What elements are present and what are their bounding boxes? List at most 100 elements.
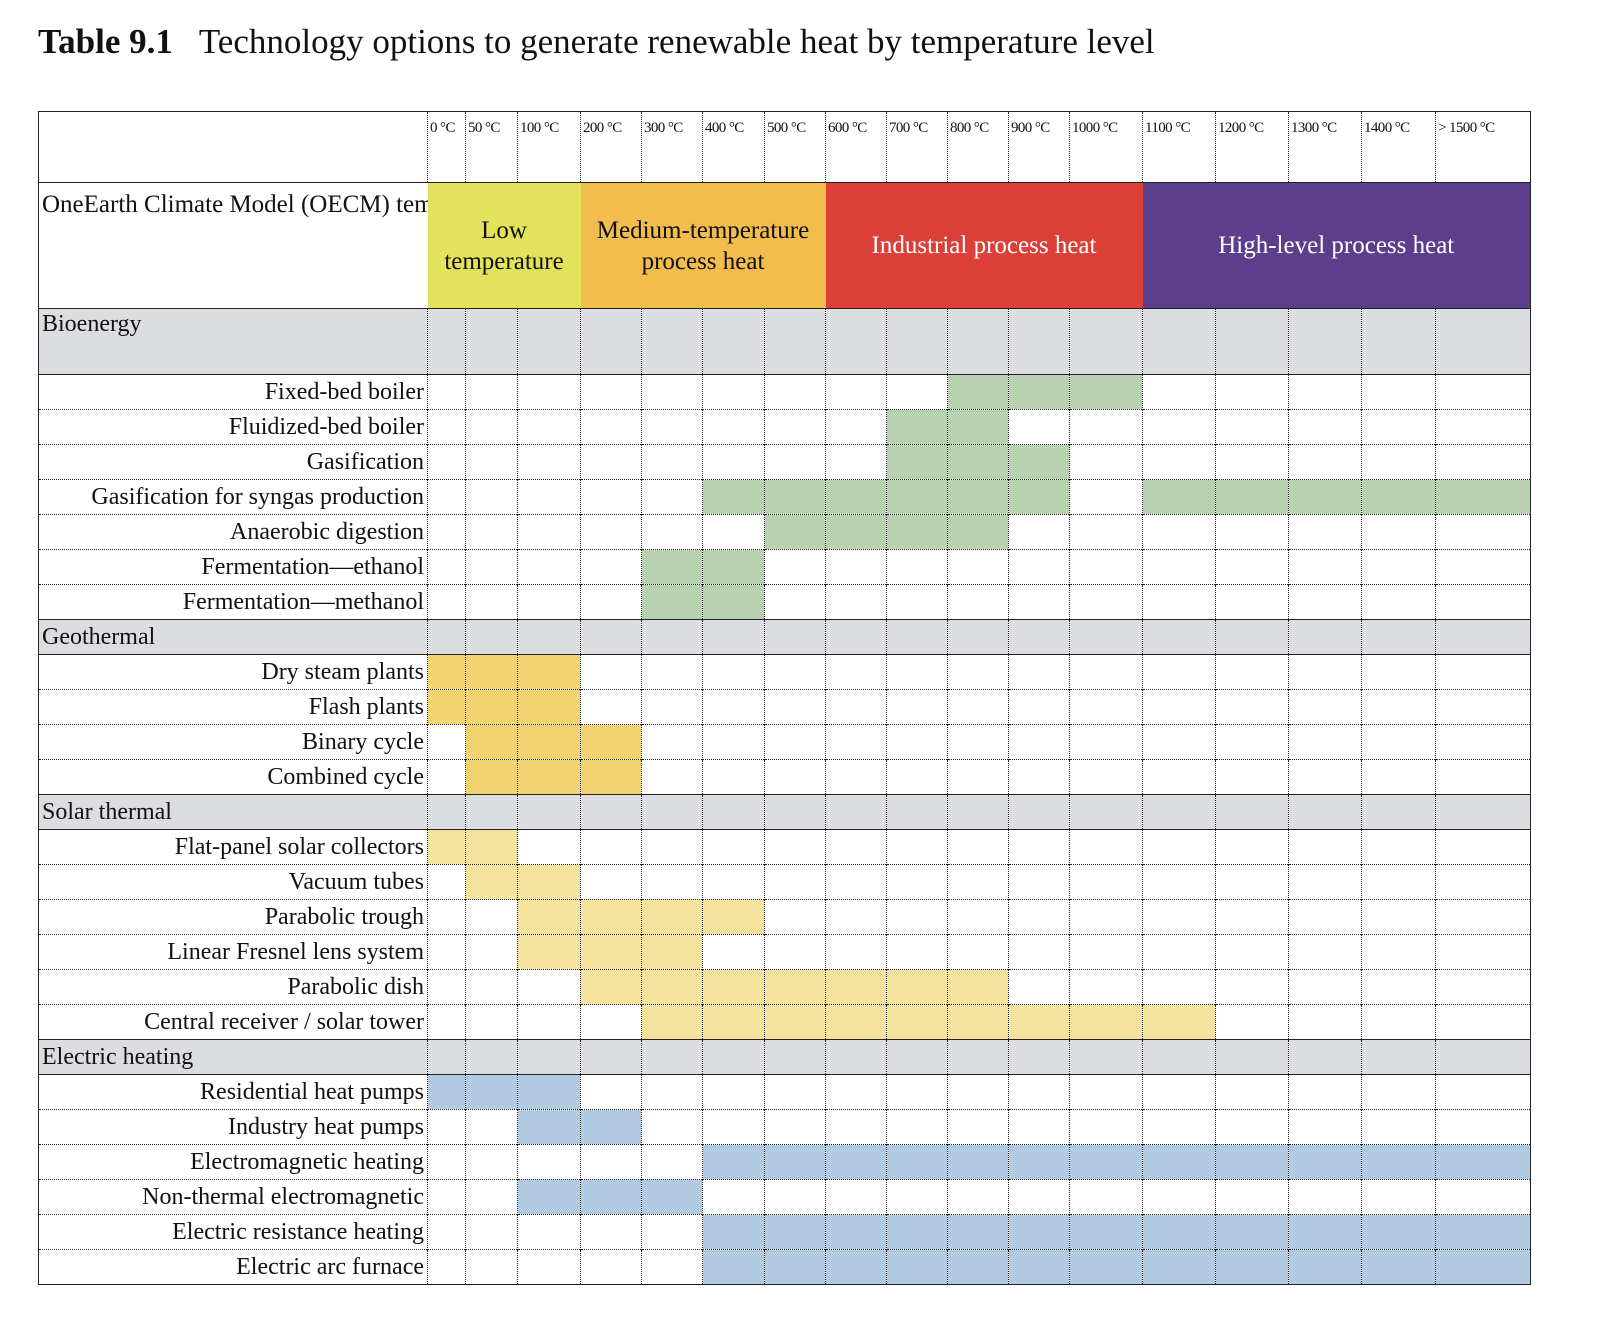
temperature-column-header: 1300 °C: [1288, 111, 1362, 183]
filled-temperature-cell: [517, 1074, 581, 1110]
group-cell: [1361, 794, 1436, 830]
empty-temperature-cell: [1288, 934, 1362, 970]
empty-temperature-cell: [1142, 444, 1216, 480]
empty-temperature-cell: [427, 1144, 466, 1180]
group-cell: [702, 619, 765, 655]
empty-temperature-cell: [1142, 374, 1216, 410]
empty-temperature-cell: [1288, 899, 1362, 935]
empty-temperature-cell: [764, 864, 826, 900]
group-cell: [641, 619, 703, 655]
empty-temperature-cell: [1069, 409, 1143, 445]
empty-temperature-cell: [764, 689, 826, 725]
technology-label: Gasification: [38, 444, 428, 480]
filled-temperature-cell: [825, 1144, 887, 1180]
empty-temperature-cell: [1361, 864, 1436, 900]
empty-temperature-cell: [1215, 584, 1289, 620]
empty-temperature-cell: [427, 1214, 466, 1250]
group-cell: [517, 794, 581, 830]
filled-temperature-cell: [580, 934, 642, 970]
empty-temperature-cell: [1008, 409, 1070, 445]
empty-temperature-cell: [825, 689, 887, 725]
filled-temperature-cell: [1215, 1214, 1289, 1250]
empty-temperature-cell: [1288, 829, 1362, 865]
empty-temperature-cell: [641, 374, 703, 410]
empty-temperature-cell: [427, 724, 466, 760]
empty-temperature-cell: [947, 899, 1009, 935]
group-cell: [1435, 794, 1531, 830]
empty-temperature-cell: [1435, 969, 1531, 1005]
filled-temperature-cell: [886, 1144, 948, 1180]
empty-temperature-cell: [702, 934, 765, 970]
filled-temperature-cell: [1361, 1214, 1436, 1250]
group-name: Solar thermal: [38, 794, 428, 830]
filled-temperature-cell: [427, 829, 466, 865]
empty-temperature-cell: [1215, 1074, 1289, 1110]
empty-temperature-cell: [1008, 689, 1070, 725]
empty-temperature-cell: [1069, 969, 1143, 1005]
filled-temperature-cell: [947, 1004, 1009, 1040]
empty-temperature-cell: [517, 829, 581, 865]
empty-temperature-cell: [764, 829, 826, 865]
empty-temperature-cell: [641, 1214, 703, 1250]
empty-temperature-cell: [1142, 724, 1216, 760]
filled-temperature-cell: [825, 479, 887, 515]
empty-temperature-cell: [1288, 759, 1362, 795]
group-cell: [1361, 619, 1436, 655]
group-cell: [764, 1039, 826, 1075]
empty-temperature-cell: [1361, 759, 1436, 795]
empty-temperature-cell: [1069, 829, 1143, 865]
technology-row: Binary cycle: [38, 724, 1531, 760]
empty-temperature-cell: [1361, 444, 1436, 480]
empty-temperature-cell: [517, 1004, 581, 1040]
empty-temperature-cell: [641, 654, 703, 690]
empty-temperature-cell: [1069, 1109, 1143, 1145]
empty-temperature-cell: [886, 374, 948, 410]
filled-temperature-cell: [702, 969, 765, 1005]
empty-temperature-cell: [1069, 514, 1143, 550]
empty-temperature-cell: [517, 479, 581, 515]
filled-temperature-cell: [641, 899, 703, 935]
filled-temperature-cell: [1142, 1249, 1216, 1285]
empty-temperature-cell: [764, 1109, 826, 1145]
empty-temperature-cell: [1215, 829, 1289, 865]
group-cell: [764, 619, 826, 655]
empty-temperature-cell: [1288, 1074, 1362, 1110]
technology-row: Fermentation—ethanol: [38, 549, 1531, 585]
empty-temperature-cell: [886, 549, 948, 585]
empty-temperature-cell: [1288, 969, 1362, 1005]
empty-temperature-cell: [1361, 1109, 1436, 1145]
empty-temperature-cell: [427, 549, 466, 585]
group-name: Bioenergy: [38, 308, 428, 375]
group-cell: [764, 308, 826, 375]
technology-label: Gasification for syngas production: [38, 479, 428, 515]
group-cell: [465, 619, 518, 655]
group-cell: [1361, 1039, 1436, 1075]
empty-temperature-cell: [427, 969, 466, 1005]
empty-temperature-cell: [1435, 549, 1531, 585]
temperature-column-header: 700 °C: [886, 111, 948, 183]
filled-temperature-cell: [1361, 1144, 1436, 1180]
empty-temperature-cell: [641, 1144, 703, 1180]
empty-temperature-cell: [580, 514, 642, 550]
empty-temperature-cell: [1435, 409, 1531, 445]
empty-temperature-cell: [1288, 1109, 1362, 1145]
empty-temperature-cell: [886, 1074, 948, 1110]
empty-temperature-cell: [580, 1144, 642, 1180]
filled-temperature-cell: [427, 1074, 466, 1110]
empty-temperature-cell: [947, 829, 1009, 865]
empty-temperature-cell: [1008, 1074, 1070, 1110]
empty-temperature-cell: [1215, 514, 1289, 550]
empty-temperature-cell: [517, 1144, 581, 1180]
temperature-column-header: 1200 °C: [1215, 111, 1289, 183]
empty-temperature-cell: [1435, 899, 1531, 935]
empty-temperature-cell: [1361, 409, 1436, 445]
empty-temperature-cell: [1215, 1004, 1289, 1040]
filled-temperature-cell: [1435, 1249, 1531, 1285]
group-cell: [465, 794, 518, 830]
empty-temperature-cell: [580, 409, 642, 445]
empty-temperature-cell: [886, 864, 948, 900]
empty-temperature-cell: [825, 409, 887, 445]
filled-temperature-cell: [641, 969, 703, 1005]
empty-temperature-cell: [641, 409, 703, 445]
empty-temperature-cell: [1008, 1179, 1070, 1215]
